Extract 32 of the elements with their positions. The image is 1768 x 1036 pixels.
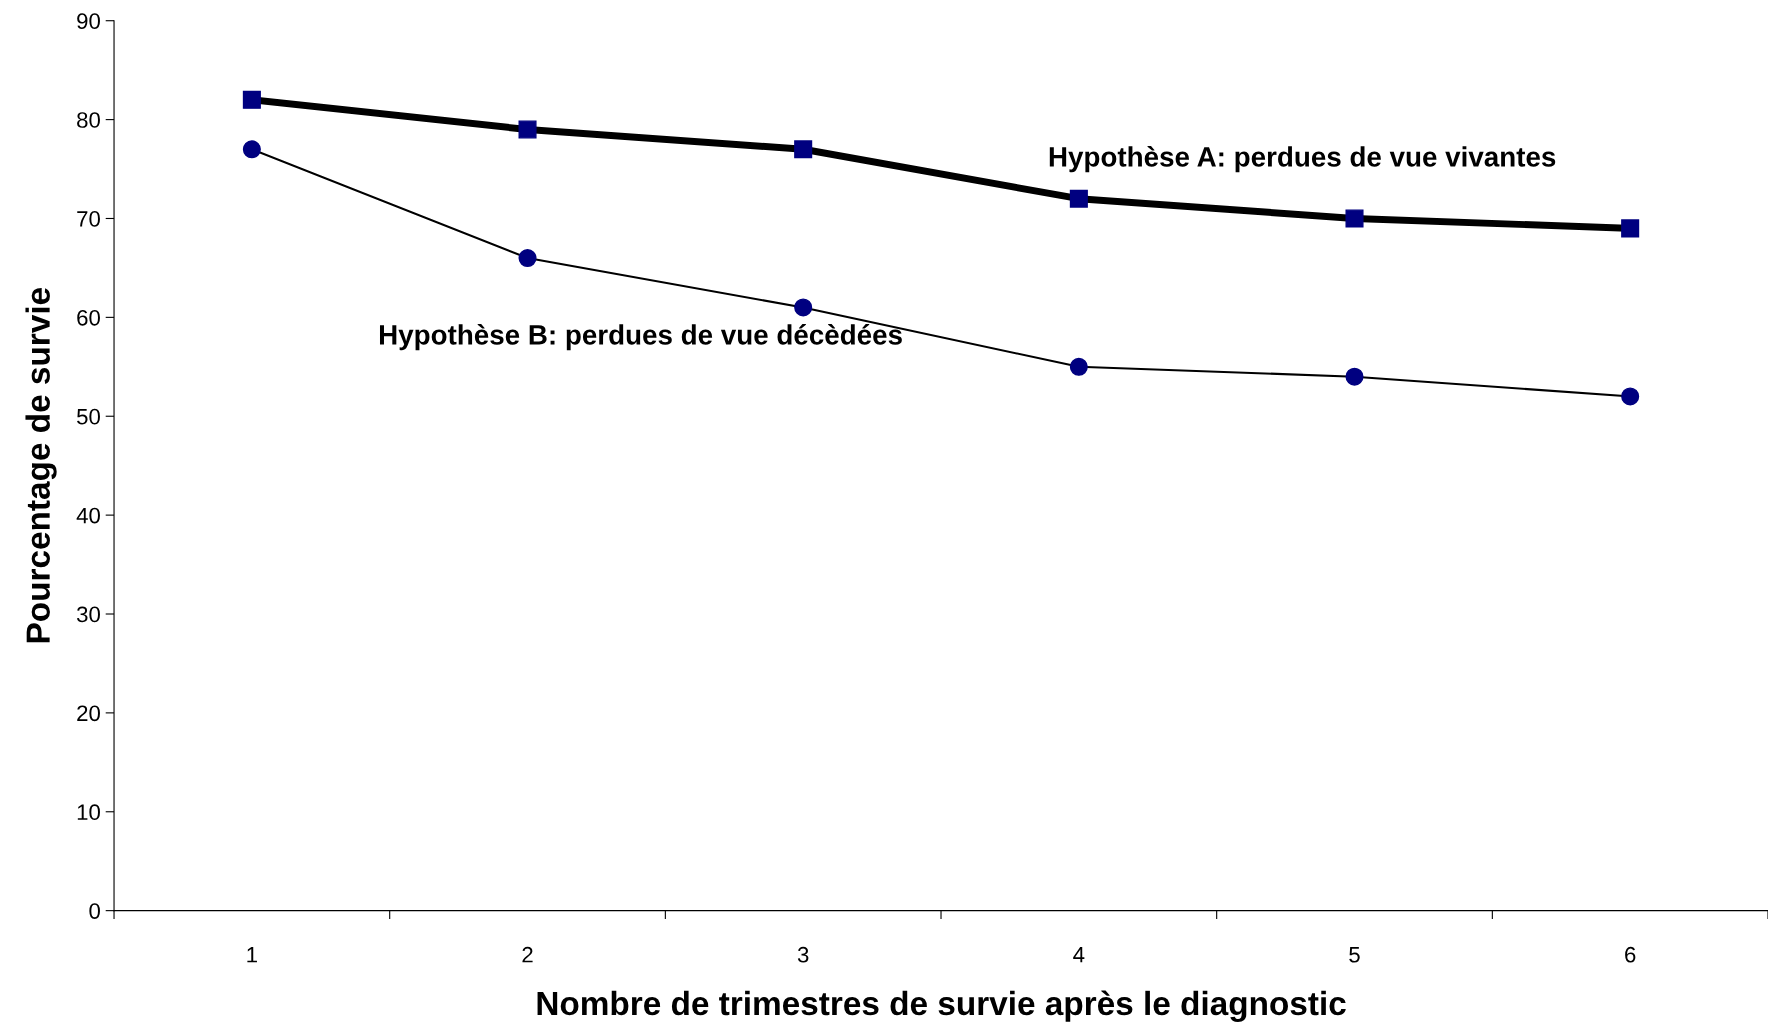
y-tick-label: 50	[77, 408, 100, 425]
point	[242, 140, 261, 159]
x-tick-label: 1	[247, 947, 257, 963]
x-tick-label: 4	[1073, 947, 1085, 963]
point	[518, 249, 537, 268]
x-tick-label: 6	[1625, 946, 1636, 963]
point	[518, 120, 537, 139]
y-tick-label: 10	[77, 804, 100, 821]
point	[794, 298, 813, 317]
point	[1069, 357, 1088, 376]
y-tick-label: 30	[76, 606, 100, 623]
y-tick-label: 70	[77, 211, 100, 227]
y-tick-label: 20	[77, 705, 100, 722]
point	[1621, 387, 1640, 406]
point	[1345, 367, 1364, 386]
point	[794, 140, 813, 159]
y-axis-title: Pourcentage de survie	[25, 288, 57, 643]
x-tick-label: 3	[797, 946, 809, 963]
y-tick-label: 0	[89, 903, 100, 919]
y-tick-label: 60	[77, 309, 100, 326]
x-tick-label: 5	[1349, 947, 1360, 963]
y-tick-label: 40	[76, 507, 100, 524]
x-axis-title: Nombre de trimestres de survie après le diagnostic	[537, 990, 1346, 1023]
series-label: Hypothèse B: perdues de vue décèdées	[379, 324, 902, 351]
y-tick-label: 90	[77, 13, 100, 29]
point	[1069, 189, 1088, 208]
y-tick-label: 80	[77, 112, 100, 128]
point	[242, 90, 261, 109]
point	[1345, 209, 1364, 228]
point	[1621, 219, 1640, 238]
series-label: Hypothèse A: perdues de vue vivantes	[1049, 146, 1556, 173]
x-tick-label: 2	[522, 946, 533, 963]
